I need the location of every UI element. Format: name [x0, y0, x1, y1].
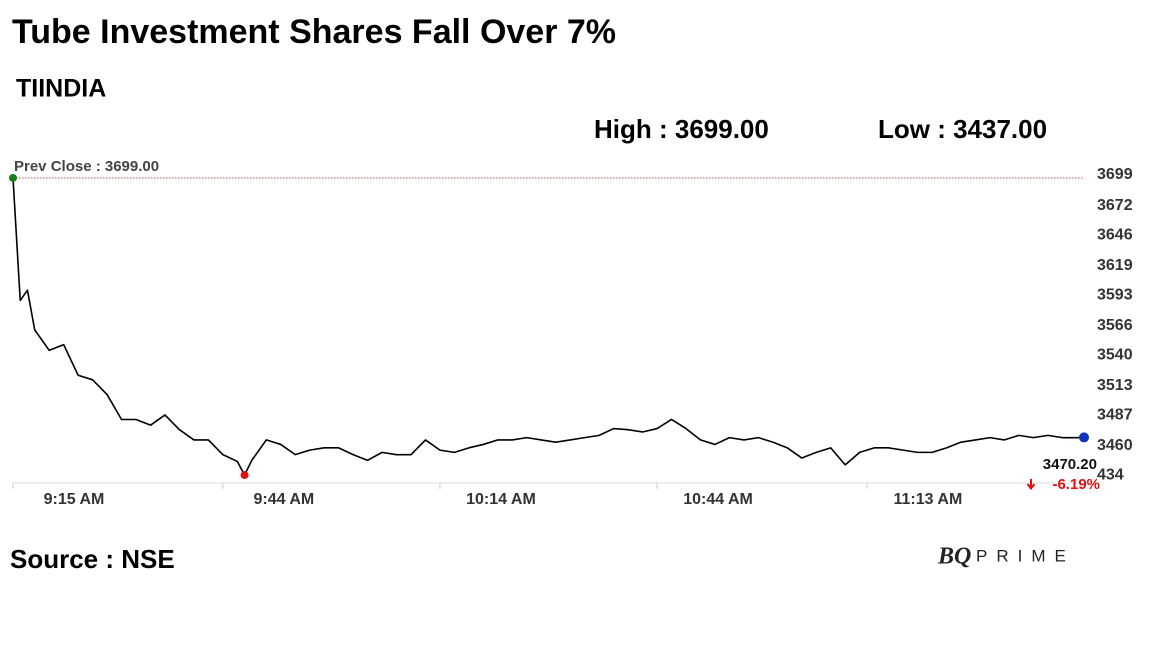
- last-marker: [1079, 432, 1089, 443]
- logo-mark: BQ: [937, 544, 971, 570]
- prev-close-label: Prev Close : 3699.00: [14, 158, 159, 175]
- y-tick-label: 3566: [1097, 317, 1133, 334]
- change-label: -6.19%: [1052, 476, 1100, 493]
- ticker: TIINDIA: [16, 75, 106, 103]
- price-line: [12, 177, 1085, 476]
- y-tick-label: 434: [1097, 467, 1124, 484]
- chart-title: Tube Investment Shares Fall Over 7%: [12, 13, 616, 51]
- y-tick-label: 3672: [1097, 197, 1133, 214]
- x-tick-label: 11:13 AM: [894, 491, 963, 508]
- low-label: Low : 3437.00: [878, 114, 1047, 144]
- x-tick-label: 9:15 AM: [44, 491, 105, 508]
- source: Source : NSE: [10, 544, 175, 574]
- logo-name: PRIME: [976, 546, 1075, 565]
- high-label: High : 3699.00: [594, 114, 769, 144]
- x-tick-label: 9:44 AM: [253, 491, 314, 508]
- y-tick-label: 3619: [1097, 257, 1133, 274]
- y-tick-label: 3646: [1097, 226, 1133, 243]
- down-arrow: [1026, 479, 1036, 491]
- open-marker: [9, 173, 17, 182]
- low-marker: [240, 471, 249, 480]
- last-price-label: 3470.20: [1043, 456, 1097, 473]
- y-tick-label: 3593: [1097, 286, 1133, 303]
- x-tick-label: 10:14 AM: [466, 491, 536, 508]
- x-tick-label: 10:44 AM: [683, 491, 753, 508]
- y-tick-label: 3487: [1097, 407, 1133, 424]
- y-tick-label: 3699: [1097, 166, 1133, 183]
- y-tick-label: 3540: [1097, 346, 1133, 363]
- y-tick-label: 3460: [1097, 437, 1133, 454]
- y-tick-label: 3513: [1097, 377, 1133, 394]
